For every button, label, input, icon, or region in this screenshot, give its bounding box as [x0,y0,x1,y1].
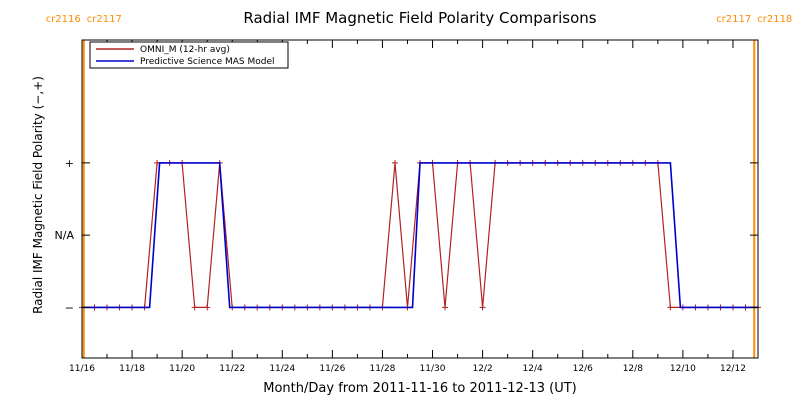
data-point-omni [442,304,449,311]
data-point-omni [667,304,674,311]
legend-box [89,41,289,69]
y-axis-label: Radial IMF Magnetic Field Polarity (−,+) [31,76,45,314]
y-tick-label: + [65,157,74,170]
legend: OMNI_M (12-hr avg) Predictive Science MA… [89,41,289,69]
legend-label-mas: Predictive Science MAS Model [140,57,275,67]
rotation-marker-label: cr2117 [716,14,751,25]
x-tick-label: 11/26 [319,364,345,374]
rotation-marker-label: cr2116 [46,14,81,25]
series-line-omni [82,162,758,308]
rotation-marker-label: cr2118 [757,14,792,25]
rotation-markers: cr2116 cr2117 cr2117 cr2118 [46,14,792,358]
x-tick-label: 11/22 [219,364,245,374]
x-axis-label: Month/Day from 2011-11-16 to 2011-12-13 … [263,381,576,396]
y-tick-label: − [65,301,74,314]
axis-ticks: 11/16 11/18 11/20 11/22 11/24 11/26 11/28 11/30… [55,40,759,374]
x-tick-label: 11/20 [169,364,195,374]
x-tick-label: 12/6 [573,364,593,374]
x-tick-label: 11/18 [119,364,145,374]
x-tick-label: 12/10 [670,364,696,374]
x-tick-label: 12/4 [523,364,543,374]
x-tick-label: 11/28 [369,364,395,374]
x-tick-label: 11/24 [269,364,295,374]
x-tick-label: 12/8 [623,364,643,374]
plot-frame [81,39,759,359]
rotation-marker-label: cr2117 [87,14,122,25]
x-tick-label: 11/30 [420,364,446,374]
x-tick-label: 12/12 [720,364,746,374]
plot-series [79,159,761,311]
chart-title: Radial IMF Magnetic Field Polarity Compa… [243,9,596,27]
series-line-mas [82,162,758,309]
x-tick-label: 11/16 [69,364,95,374]
data-point-omni [204,304,211,311]
legend-label-omni: OMNI_M (12-hr avg) [140,45,230,55]
x-tick-label: 12/2 [472,364,492,374]
y-tick-label: N/A [55,229,75,242]
data-point-omni [191,304,198,311]
data-point-omni [479,304,486,311]
data-point-omni [391,159,398,166]
